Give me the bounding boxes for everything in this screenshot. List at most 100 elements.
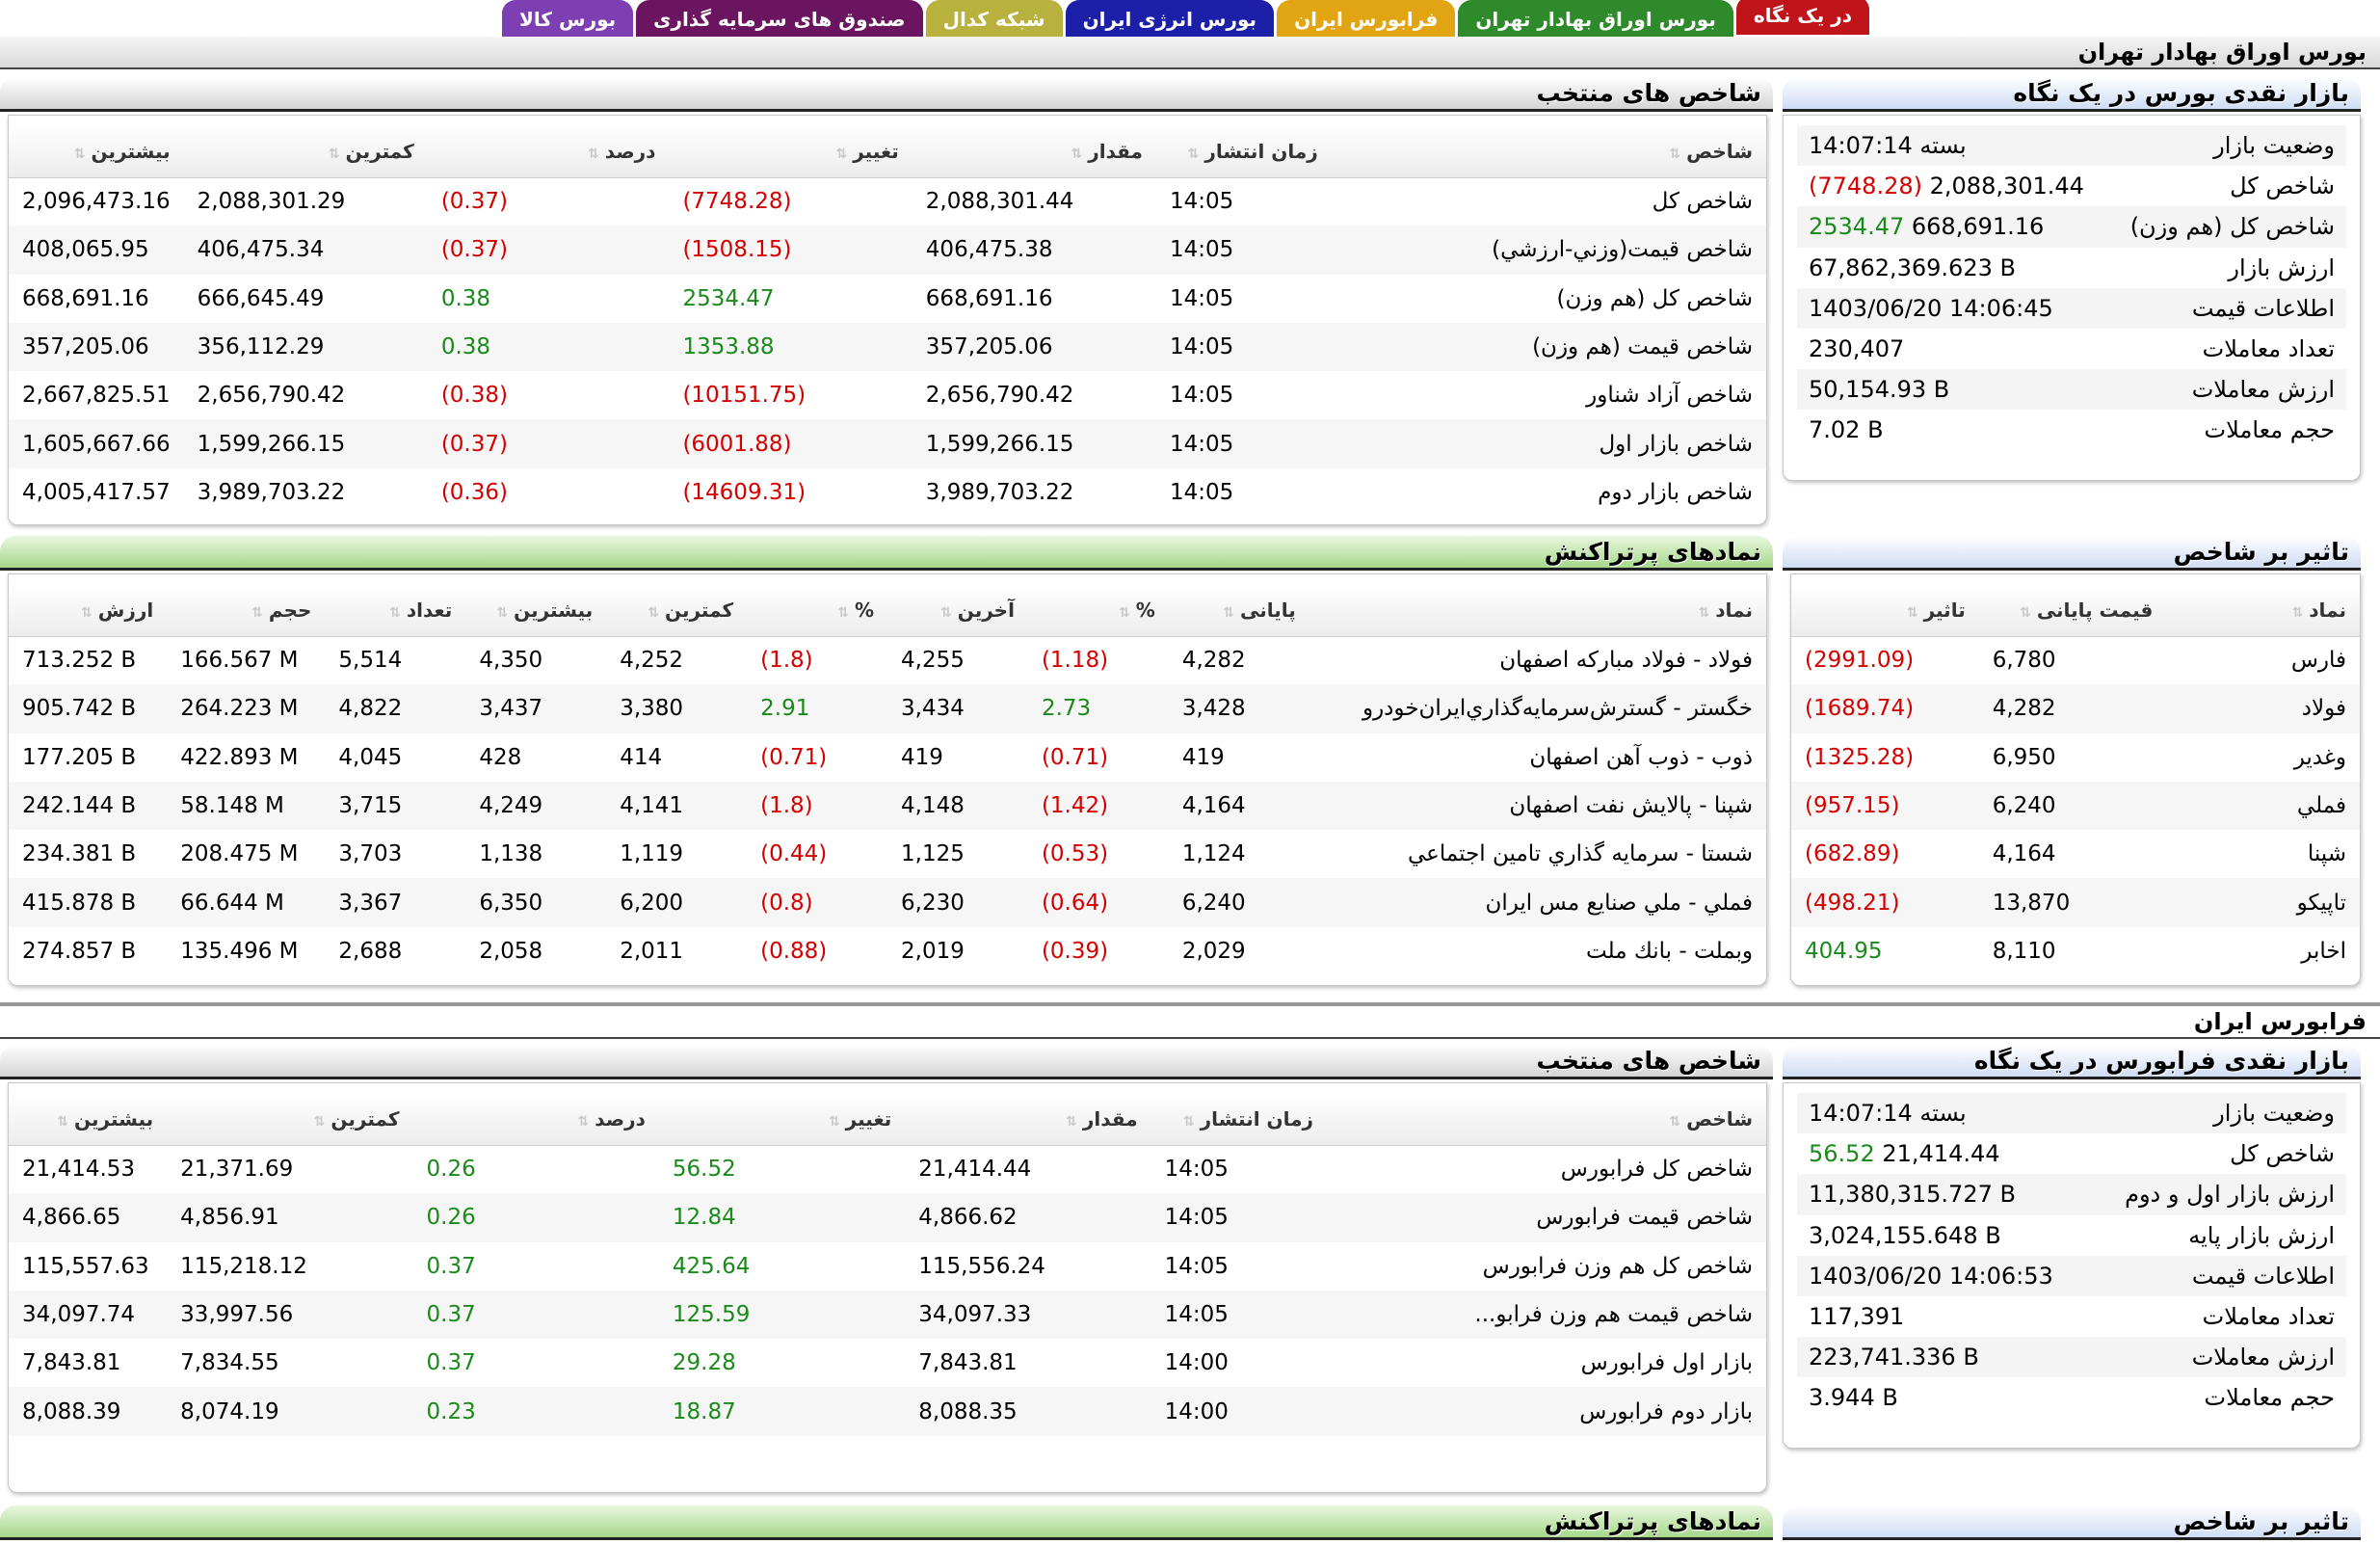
- column-header[interactable]: کمترین ⇅: [183, 125, 428, 178]
- tab-6[interactable]: بورس کالا: [502, 0, 634, 39]
- traded-symbol[interactable]: فملي - ملي صنايع مس ايران: [1309, 878, 1766, 927]
- impact-row[interactable]: فملي 6,240 (957.15): [1791, 781, 2360, 831]
- impact-row[interactable]: شپنا 4,164 (682.89): [1791, 830, 2360, 878]
- column-header[interactable]: بیشترین ⇅: [9, 1093, 168, 1146]
- traded-symbol[interactable]: شپنا - پالايش نفت اصفهان: [1309, 781, 1766, 831]
- index-name[interactable]: شاخص آزاد شناور: [1586, 383, 1753, 409]
- sort-icon[interactable]: ⇅: [81, 604, 93, 621]
- sort-icon[interactable]: ⇅: [496, 604, 509, 621]
- sort-icon[interactable]: ⇅: [2291, 604, 2304, 621]
- column-header[interactable]: بیشترین ⇅: [9, 125, 184, 178]
- tab-1[interactable]: بورس اوراق بهادار تهران: [1458, 0, 1733, 39]
- sort-icon[interactable]: ⇅: [1066, 1113, 1077, 1130]
- index-row[interactable]: شاخص قيمت(وزني-ارزشي) 14:05 406,475.38 (150…: [9, 226, 1766, 275]
- tab-3[interactable]: بورس انرژی ایران: [1065, 0, 1275, 39]
- column-header[interactable]: تغییر ⇅: [669, 125, 912, 178]
- traded-row[interactable]: فولاد - فولاد مباركه اصفهان 4,282 (1.18) 4,…: [9, 636, 1766, 684]
- traded-symbol[interactable]: خگستر - گسترش‌سرمايه‌گذاري‌ايران‌خودرو: [1309, 684, 1766, 733]
- index-row[interactable]: شاخص كل 14:05 2,088,301.44 (7748.28) (0.37) 2…: [9, 177, 1766, 226]
- sort-icon[interactable]: ⇅: [57, 1113, 69, 1130]
- traded-row[interactable]: فملي - ملي صنايع مس ايران 6,240 (0.64) 6,23…: [9, 878, 1766, 927]
- index-row[interactable]: شاخص كل فرابورس 14:05 21,414.44 56.52 0.26 21…: [9, 1145, 1766, 1193]
- index-row[interactable]: بازار دوم فرابورس 14:00 8,088.35 18.87 0.23 8…: [9, 1387, 1766, 1436]
- sort-icon[interactable]: ⇅: [1119, 604, 1130, 621]
- index-name[interactable]: شاخص كل (هم وزن): [1556, 285, 1753, 311]
- sort-icon[interactable]: ⇅: [73, 146, 86, 162]
- sort-icon[interactable]: ⇅: [2020, 604, 2031, 621]
- sort-icon[interactable]: ⇅: [1187, 146, 1200, 162]
- index-row[interactable]: شاخص قيمت فرابورس 14:05 4,866.62 12.84 0.26 4…: [9, 1193, 1766, 1242]
- index-row[interactable]: بازار اول فرابورس 14:00 7,843.81 29.28 0.37 7…: [9, 1339, 1766, 1387]
- sort-icon[interactable]: ⇅: [828, 1113, 840, 1130]
- index-row[interactable]: شاخص قيمت هم وزن فرابو... 14:05 34,097.33 1…: [9, 1290, 1766, 1340]
- sort-icon[interactable]: ⇅: [1906, 604, 1918, 621]
- column-header[interactable]: پایانی ⇅: [1168, 584, 1309, 637]
- index-name[interactable]: شاخص قيمت فرابورس: [1327, 1193, 1766, 1242]
- sort-icon[interactable]: ⇅: [837, 604, 849, 621]
- impact-symbol[interactable]: فولاد: [2166, 684, 2360, 733]
- index-name[interactable]: شاخص قيمت (هم وزن): [1331, 322, 1766, 372]
- index-name[interactable]: شاخص كل هم وزن فرابورس: [1482, 1253, 1753, 1279]
- sort-icon[interactable]: ⇅: [251, 604, 263, 621]
- column-header[interactable]: درصد ⇅: [427, 125, 670, 178]
- index-name[interactable]: بازار اول فرابورس: [1580, 1350, 1753, 1376]
- impact-symbol[interactable]: وغدير: [2293, 744, 2346, 770]
- sort-icon[interactable]: ⇅: [313, 1113, 326, 1130]
- index-row[interactable]: شاخص بازار دوم 14:05 3,989,703.22 (14609.31…: [9, 468, 1766, 517]
- column-header[interactable]: نماد ⇅: [2166, 584, 2360, 637]
- column-header[interactable]: شاخص ⇅: [1327, 1093, 1766, 1146]
- traded-symbol[interactable]: وبملت - بانك ملت: [1586, 938, 1753, 964]
- index-name[interactable]: بازار دوم فرابورس: [1327, 1387, 1766, 1436]
- index-name[interactable]: شاخص بازار دوم: [1598, 479, 1753, 505]
- sort-icon[interactable]: ⇅: [648, 604, 659, 621]
- column-header[interactable]: درصد ⇅: [412, 1093, 659, 1146]
- traded-row[interactable]: شپنا - پالايش نفت اصفهان 4,164 (1.42) 4,148…: [9, 781, 1766, 831]
- impact-row[interactable]: فولاد 4,282 (1689.74): [1791, 684, 2360, 733]
- index-row[interactable]: شاخص قيمت (هم وزن) 14:05 357,205.06 1353.88…: [9, 322, 1766, 372]
- impact-symbol[interactable]: فارس: [2290, 648, 2346, 674]
- index-name[interactable]: شاخص بازار اول: [1331, 419, 1766, 468]
- tab-0[interactable]: در یک نگاه: [1735, 0, 1869, 35]
- column-header[interactable]: تاثیر ⇅: [1791, 584, 1979, 637]
- impact-row[interactable]: تاپيكو 13,870 (498.21): [1791, 878, 2360, 927]
- index-row[interactable]: شاخص كل هم وزن فرابورس 14:05 115,556.24 425…: [9, 1242, 1766, 1291]
- impact-row[interactable]: اخابر 8,110 404.95: [1791, 927, 2360, 975]
- column-header[interactable]: مقدار ⇅: [905, 1093, 1151, 1146]
- column-header[interactable]: بیشترین ⇅: [465, 584, 607, 637]
- column-header[interactable]: کمترین ⇅: [167, 1093, 413, 1146]
- sort-icon[interactable]: ⇅: [939, 604, 952, 621]
- sort-icon[interactable]: ⇅: [835, 146, 848, 162]
- index-name[interactable]: شاخص كل فرابورس: [1560, 1157, 1753, 1183]
- impact-symbol[interactable]: اخابر: [2301, 938, 2346, 964]
- column-header[interactable]: آخرین ⇅: [887, 584, 1028, 637]
- impact-row[interactable]: وغدير 6,950 (1325.28): [1791, 733, 2360, 782]
- sort-icon[interactable]: ⇅: [1669, 146, 1681, 162]
- sort-icon[interactable]: ⇅: [1698, 604, 1710, 621]
- impact-symbol[interactable]: تاپيكو: [2166, 878, 2360, 927]
- sort-icon[interactable]: ⇅: [1669, 1113, 1681, 1130]
- index-name[interactable]: شاخص قيمت(وزني-ارزشي): [1331, 226, 1766, 275]
- traded-symbol[interactable]: فولاد - فولاد مباركه اصفهان: [1499, 648, 1753, 674]
- sort-icon[interactable]: ⇅: [328, 146, 340, 162]
- sort-icon[interactable]: ⇅: [577, 1113, 590, 1130]
- index-name[interactable]: شاخص قيمت هم وزن فرابو...: [1327, 1290, 1766, 1340]
- sort-icon[interactable]: ⇅: [1071, 146, 1083, 162]
- column-header[interactable]: زمان انتشار⇅: [1155, 125, 1332, 178]
- column-header[interactable]: قیمت پایانی ⇅: [1978, 584, 2167, 637]
- column-header[interactable]: تعداد ⇅: [325, 584, 466, 637]
- traded-row[interactable]: ذوب - ذوب آهن اصفهان 419 (0.71) 419 (0.71) 41…: [9, 733, 1766, 782]
- column-header[interactable]: حجم ⇅: [167, 584, 326, 637]
- traded-symbol[interactable]: ذوب - ذوب آهن اصفهان: [1529, 744, 1753, 770]
- impact-symbol[interactable]: شپنا: [2307, 841, 2346, 867]
- sort-icon[interactable]: ⇅: [1182, 1113, 1195, 1130]
- index-row[interactable]: شاخص كل (هم وزن) 14:05 668,691.16 2534.47 0.…: [9, 275, 1766, 323]
- sort-icon[interactable]: ⇅: [588, 146, 599, 162]
- index-row[interactable]: شاخص بازار اول 14:05 1,599,266.15 (6001.88)…: [9, 419, 1766, 468]
- column-header[interactable]: تغییر ⇅: [658, 1093, 906, 1146]
- traded-row[interactable]: شستا - سرمايه گذاري تامين اجتماعي 1,124 (0…: [9, 830, 1766, 878]
- column-header[interactable]: ارزش⇅: [9, 584, 168, 637]
- tab-4[interactable]: شبکه کدال: [925, 0, 1063, 39]
- index-row[interactable]: شاخص آزاد شناور 14:05 2,656,790.42 (10151.7…: [9, 371, 1766, 419]
- impact-row[interactable]: فارس 6,780 (2991.09): [1791, 636, 2360, 684]
- tab-5[interactable]: صندوق های سرمایه گذاری: [636, 0, 923, 39]
